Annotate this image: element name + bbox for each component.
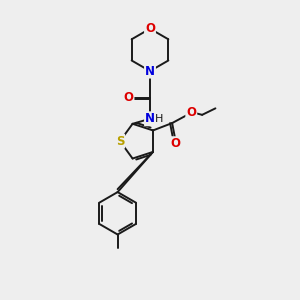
Text: O: O <box>170 137 180 150</box>
Text: H: H <box>155 114 164 124</box>
Text: S: S <box>116 135 124 148</box>
Text: N: N <box>145 64 155 78</box>
Text: O: O <box>124 91 134 104</box>
Text: N: N <box>145 112 155 125</box>
Text: O: O <box>145 22 155 35</box>
Text: O: O <box>186 106 196 119</box>
